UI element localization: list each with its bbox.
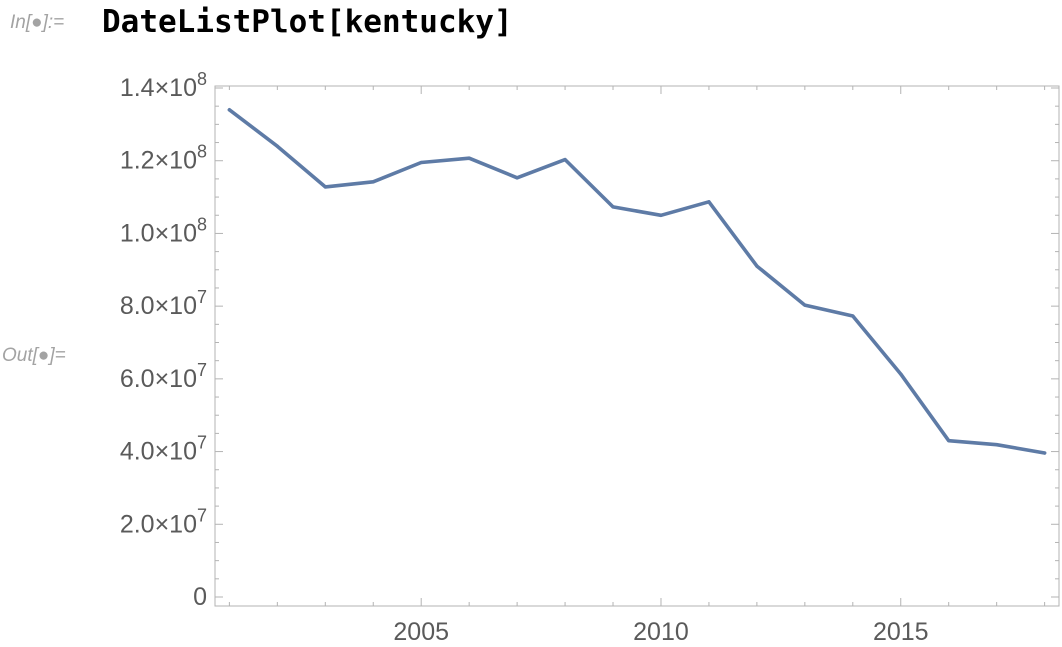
y-tick-label: 1.4×108: [120, 69, 207, 102]
data-point: [803, 303, 807, 307]
data-point: [947, 439, 951, 443]
y-tick-label: 0: [193, 583, 207, 611]
y-tick-label: 6.0×107: [120, 360, 207, 393]
y-tick-exponent: 7: [197, 360, 207, 380]
data-point: [371, 180, 375, 184]
output-prompt: Out[●]=: [2, 345, 66, 366]
plot-frame: [214, 85, 1060, 607]
y-tick-label: 1.2×108: [120, 142, 207, 175]
x-tick-label: 2010: [633, 618, 689, 646]
input-prompt: In[●]:=: [10, 12, 65, 33]
data-point: [515, 176, 519, 180]
y-tick-mantissa: 8.0×10: [120, 292, 197, 320]
y-tick-exponent: 7: [197, 433, 207, 453]
data-point: [1043, 451, 1047, 455]
y-tick-label: 8.0×107: [120, 287, 207, 320]
data-point: [323, 185, 327, 189]
data-point: [851, 314, 855, 318]
data-point: [563, 158, 567, 162]
y-tick-label: 4.0×107: [120, 433, 207, 466]
y-tick-label: 1.0×108: [120, 214, 207, 247]
y-tick-exponent: 8: [197, 69, 207, 89]
input-expression[interactable]: DateListPlot[kentucky]: [102, 4, 513, 40]
y-tick-label: 2.0×107: [120, 505, 207, 538]
data-point: [611, 205, 615, 209]
y-tick-mantissa: 6.0×10: [120, 365, 197, 393]
y-tick-mantissa: 1.2×10: [120, 147, 197, 175]
series-line: [227, 108, 1047, 455]
data-point: [755, 264, 759, 268]
data-point: [467, 156, 471, 160]
y-tick-exponent: 7: [197, 287, 207, 307]
y-tick-mantissa: 4.0×10: [120, 438, 197, 466]
data-point: [707, 200, 711, 204]
data-point: [275, 144, 279, 148]
x-tick-label: 2005: [393, 618, 449, 646]
y-tick-exponent: 8: [197, 214, 207, 234]
y-tick-mantissa: 1.0×10: [120, 219, 197, 247]
data-point: [227, 108, 231, 112]
data-point: [419, 160, 423, 165]
y-tick-mantissa: 2.0×10: [120, 510, 197, 538]
y-tick-exponent: 8: [197, 142, 207, 162]
data-point: [659, 213, 663, 217]
x-tick-label: 2015: [873, 618, 929, 646]
y-tick-mantissa: 1.4×10: [120, 74, 197, 102]
data-point: [899, 372, 903, 376]
data-point: [995, 443, 999, 447]
y-tick-exponent: 7: [197, 505, 207, 525]
